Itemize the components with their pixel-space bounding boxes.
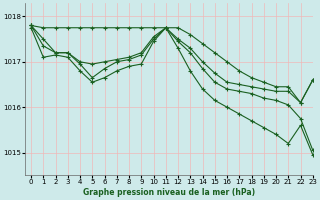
X-axis label: Graphe pression niveau de la mer (hPa): Graphe pression niveau de la mer (hPa) [83, 188, 255, 197]
